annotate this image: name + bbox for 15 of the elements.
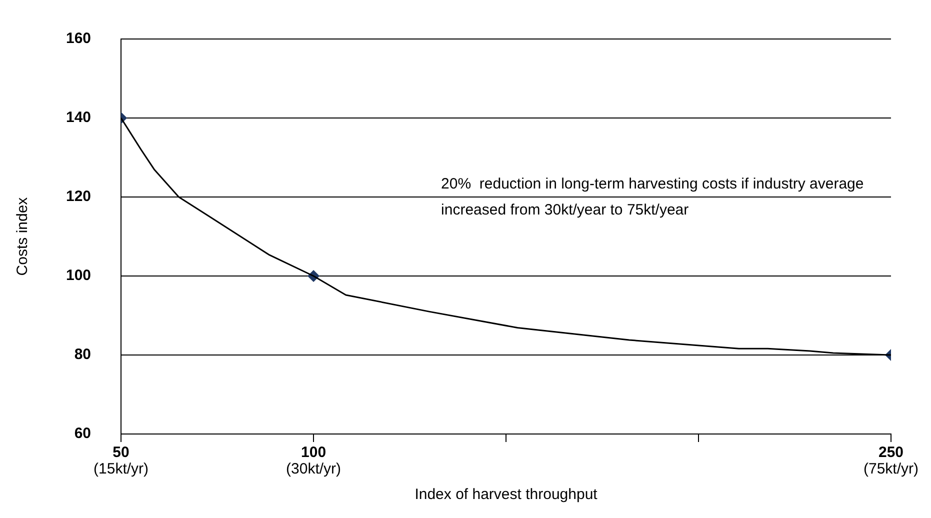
y-tick-label: 80 [74, 346, 92, 364]
annotation: 20% reduction in long-term harvesting costs if industry average increased from 30kt/year to 75kt/year [441, 176, 864, 219]
y-tick-label: 140 [66, 109, 92, 126]
y-tick-label: 160 [66, 30, 92, 48]
x-axis-title: Index of harvest throughput [414, 486, 598, 504]
x-tick-label: 250 [878, 444, 904, 462]
text: (75kt/yr) [863, 460, 919, 478]
y-tick-label: 100 [66, 267, 92, 284]
y-axis-title: Costs index [14, 196, 32, 276]
y-tick-label: 60 [74, 425, 92, 442]
x-tick-label: 100 [301, 444, 326, 462]
text: (15kt/yr) [94, 460, 149, 478]
x-tick-label: 50 [112, 444, 130, 462]
text: (30kt/yr) [286, 460, 342, 478]
y-tick-label: 120 [66, 188, 92, 206]
